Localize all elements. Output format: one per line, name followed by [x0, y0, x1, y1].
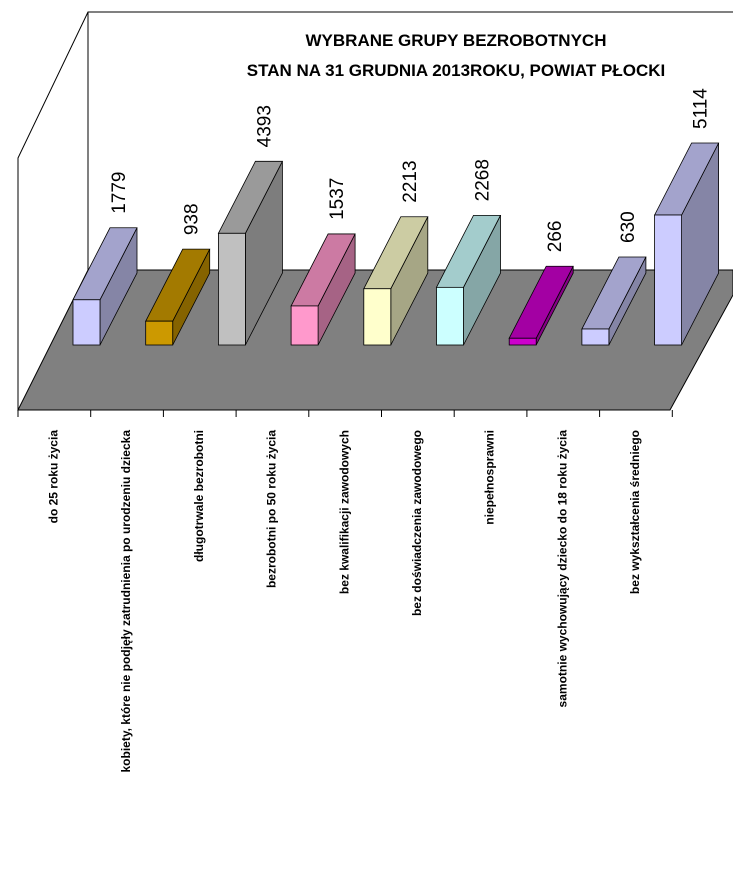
value-label: 4393	[254, 105, 275, 147]
bar	[508, 337, 537, 346]
bar	[654, 214, 682, 346]
value-label: 630	[618, 211, 639, 243]
value-label: 1779	[109, 171, 130, 213]
x-tick-label: niepełnosprawni	[483, 430, 497, 525]
value-label: 1537	[327, 178, 348, 220]
x-tick-label: bez kwalifikacji zawodowych	[337, 430, 351, 594]
x-tick-label: kobiety, które nie podjęły zatrudnienia …	[119, 430, 133, 773]
bar	[581, 328, 610, 346]
bar	[290, 305, 319, 346]
value-label: 938	[182, 203, 203, 235]
value-label: 2268	[473, 159, 494, 201]
x-tick-label: bez wykształcenia średniego	[628, 430, 642, 594]
bar	[217, 232, 246, 346]
x-tick-label: długotrwale bezrobotni	[192, 430, 206, 562]
x-tick-label: do 25 roku życia	[47, 430, 61, 524]
x-tick-label: samotnie wychowujący dziecko do 18 roku …	[555, 430, 569, 708]
chart-title: STAN NA 31 GRUDNIA 2013ROKU, POWIAT PŁOC…	[247, 61, 665, 80]
value-label: 266	[545, 221, 566, 253]
value-label: 5114	[691, 88, 712, 129]
bar	[363, 288, 392, 346]
bar	[436, 286, 464, 346]
chart-title: WYBRANE GRUPY BEZROBOTNYCH	[306, 31, 607, 50]
bar	[72, 299, 101, 346]
value-label: 2213	[400, 160, 421, 202]
wall-edge	[17, 11, 733, 410]
x-tick-label: bez doświadczenia zawodowego	[410, 430, 424, 616]
x-tick-label: bezrobotni po 50 roku życia	[265, 430, 279, 588]
bar	[145, 320, 174, 346]
